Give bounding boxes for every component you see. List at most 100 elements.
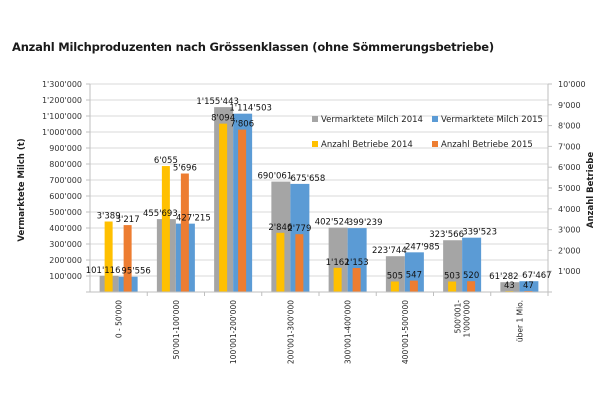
- y-tick-label: 100'000: [49, 272, 82, 281]
- data-label-milch-2014: 402'524: [315, 218, 350, 228]
- data-label-betriebe-2014: 43: [504, 281, 515, 291]
- data-label-betriebe-2015: 7'806: [230, 120, 254, 130]
- data-label-betriebe-2014: 503: [444, 272, 460, 282]
- y2-tick-label: 2'000: [558, 246, 581, 255]
- bar-betriebe-2015: [295, 234, 304, 292]
- x-tick-label: 400'001-500'000: [401, 300, 410, 364]
- bar-betriebe-2015: [123, 225, 132, 292]
- y-tick-label: 1'100'000: [42, 112, 82, 121]
- bar-betriebe-2015: [409, 280, 418, 292]
- bar-milch-2015: [462, 237, 482, 292]
- data-label-betriebe-2014: 3'389: [97, 212, 121, 222]
- legend-swatch: [312, 116, 318, 122]
- y-tick-label: 500'000: [49, 208, 82, 217]
- bar-milch-2014: [328, 227, 348, 292]
- y-tick-label: 300'000: [49, 240, 82, 249]
- bar-milch-2015: [519, 281, 539, 292]
- data-label-milch-2014: 455'693: [143, 209, 178, 219]
- data-label-betriebe-2015: 47: [523, 281, 534, 291]
- legend-swatch: [432, 141, 438, 147]
- bar-betriebe-2014: [390, 281, 399, 292]
- data-label-betriebe-2015: 520: [463, 271, 479, 281]
- y2-tick-label: 10'000: [558, 80, 586, 89]
- y-tick-label: 600'000: [49, 192, 82, 201]
- data-label-betriebe-2015: 3'217: [116, 215, 140, 225]
- y-tick-label: 900'000: [49, 144, 82, 153]
- bar-betriebe-2014: [219, 123, 228, 292]
- x-tick-label: über 1 Mio.: [515, 300, 524, 342]
- data-label-betriebe-2015: 5'696: [173, 164, 197, 174]
- y2-tick-label: 3'000: [558, 226, 581, 235]
- legend-label: Vermarktete Milch 2014: [321, 115, 423, 125]
- data-label-milch-2015: 399'239: [348, 218, 383, 228]
- x-tick-label: 50'001-100'000: [172, 300, 181, 360]
- y2-tick-label: 1'000: [558, 267, 581, 276]
- y-tick-label: 800'000: [49, 160, 82, 169]
- data-label-milch-2014: 690'061: [257, 172, 292, 182]
- legend-item: Anzahl Betriebe 2014: [312, 140, 413, 150]
- legend-swatch: [312, 141, 318, 147]
- data-label-milch-2015: 1'114'503: [229, 104, 272, 114]
- y2-tick-label: 6'000: [558, 163, 581, 172]
- bar-betriebe-2014: [161, 166, 170, 292]
- bar-betriebe-2014: [276, 232, 285, 292]
- x-tick-label: 500'001-: [454, 300, 463, 334]
- bar-milch-2015: [347, 228, 367, 292]
- legend: Vermarktete Milch 2014 Vermarktete Milch …: [312, 115, 543, 150]
- legend-item: Vermarktete Milch 2015: [432, 115, 543, 125]
- data-label-betriebe-2015: 2'779: [287, 224, 311, 234]
- bar-betriebe-2015: [352, 268, 361, 292]
- bar-betriebe-2015: [238, 129, 247, 292]
- y-tick-label: 1'300'000: [42, 80, 82, 89]
- data-label-milch-2015: 339'523: [462, 228, 497, 238]
- y2-tick-label: 5'000: [558, 184, 581, 193]
- legend-label: Anzahl Betriebe 2014: [321, 140, 413, 150]
- data-label-betriebe-2015: 547: [406, 271, 422, 281]
- data-label-milch-2014: 1'155'443: [196, 97, 239, 107]
- legend-swatch: [432, 116, 438, 122]
- data-label-milch-2014: 223'744: [372, 246, 407, 256]
- y2-tick-label: 8'000: [558, 122, 581, 131]
- chart-title: Anzahl Milchproduzenten nach Grössenklas…: [12, 40, 494, 54]
- data-label-betriebe-2014: 505: [387, 271, 403, 281]
- data-label-betriebe-2014: 1'162: [326, 258, 350, 268]
- data-label-milch-2015: 675'658: [290, 174, 325, 184]
- bar-betriebe-2014: [104, 221, 113, 292]
- data-label-milch-2014: 61'282: [489, 272, 518, 282]
- data-label-milch-2015: 95'556: [121, 267, 150, 277]
- bars: [99, 107, 539, 292]
- y-tick-label: 200'000: [49, 256, 82, 265]
- x-tick-label: 100'001-200'000: [229, 300, 238, 364]
- y2-tick-label: 4'000: [558, 205, 581, 214]
- x-tick-label: 1'000'000: [463, 300, 472, 338]
- y2-tick-label: 7'000: [558, 142, 581, 151]
- legend-label: Vermarktete Milch 2015: [441, 115, 543, 125]
- x-tick-label: 0 - 50'000: [115, 300, 124, 338]
- data-label-betriebe-2015: 1'153: [345, 258, 369, 268]
- data-label-milch-2015: 67'467: [522, 271, 551, 281]
- bar-betriebe-2015: [180, 173, 189, 292]
- bar-milch-2015: [404, 252, 424, 292]
- y-tick-label: 400'000: [49, 224, 82, 233]
- legend-item: Anzahl Betriebe 2015: [432, 140, 533, 150]
- bar-milch-2014: [500, 282, 520, 292]
- y-tick-label: 700'000: [49, 176, 82, 185]
- data-label-milch-2015: 427'215: [176, 214, 211, 224]
- data-label-betriebe-2014: 6'055: [154, 156, 178, 166]
- data-label-betriebe-2014: 8'094: [211, 114, 235, 124]
- data-label-betriebe-2014: 2'846: [268, 223, 292, 233]
- data-label-milch-2014: 323'566: [429, 230, 464, 240]
- y-tick-label: 1'000'000: [42, 128, 82, 137]
- data-label-milch-2014: 101'116: [86, 266, 121, 276]
- y2-axis-title: Anzahl Betriebe: [586, 152, 596, 228]
- axes: 100'000 200'000 300'000 400'000 500'000 600'0…: [42, 80, 586, 364]
- bar-betriebe-2014: [448, 281, 457, 292]
- x-tick-label: 300'001-400'000: [344, 300, 353, 364]
- legend-item: Vermarktete Milch 2014: [312, 115, 423, 125]
- data-label-milch-2015: 247'985: [405, 242, 440, 252]
- bar-betriebe-2015: [467, 281, 476, 292]
- y-axis-title: Vermarktete Milch (t): [17, 138, 27, 241]
- bar-milch-2014: [443, 240, 463, 292]
